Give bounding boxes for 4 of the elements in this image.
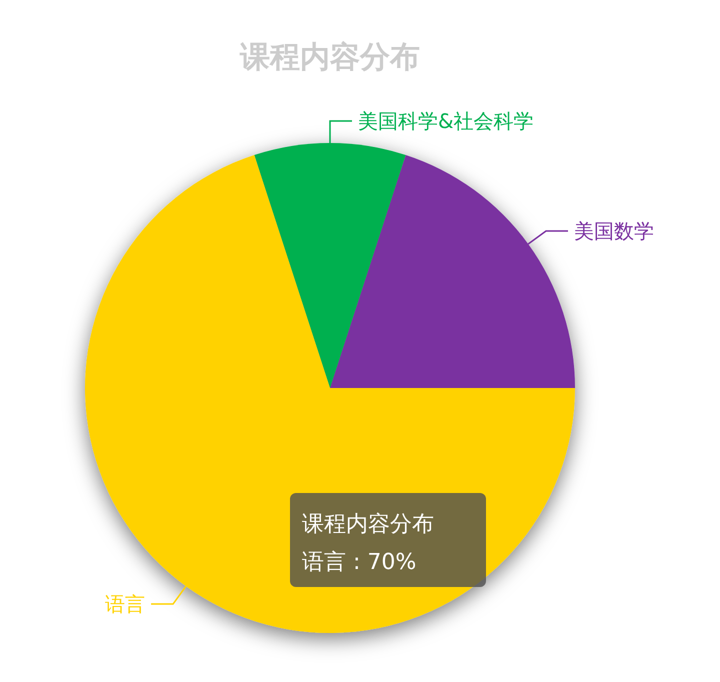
slice-label: 美国科学&社会科学 bbox=[358, 109, 534, 133]
slice-label: 美国数学 bbox=[574, 219, 654, 244]
tooltip: 课程内容分布 语言 : 70% bbox=[290, 493, 486, 587]
slice-label: 语言 bbox=[105, 592, 146, 616]
